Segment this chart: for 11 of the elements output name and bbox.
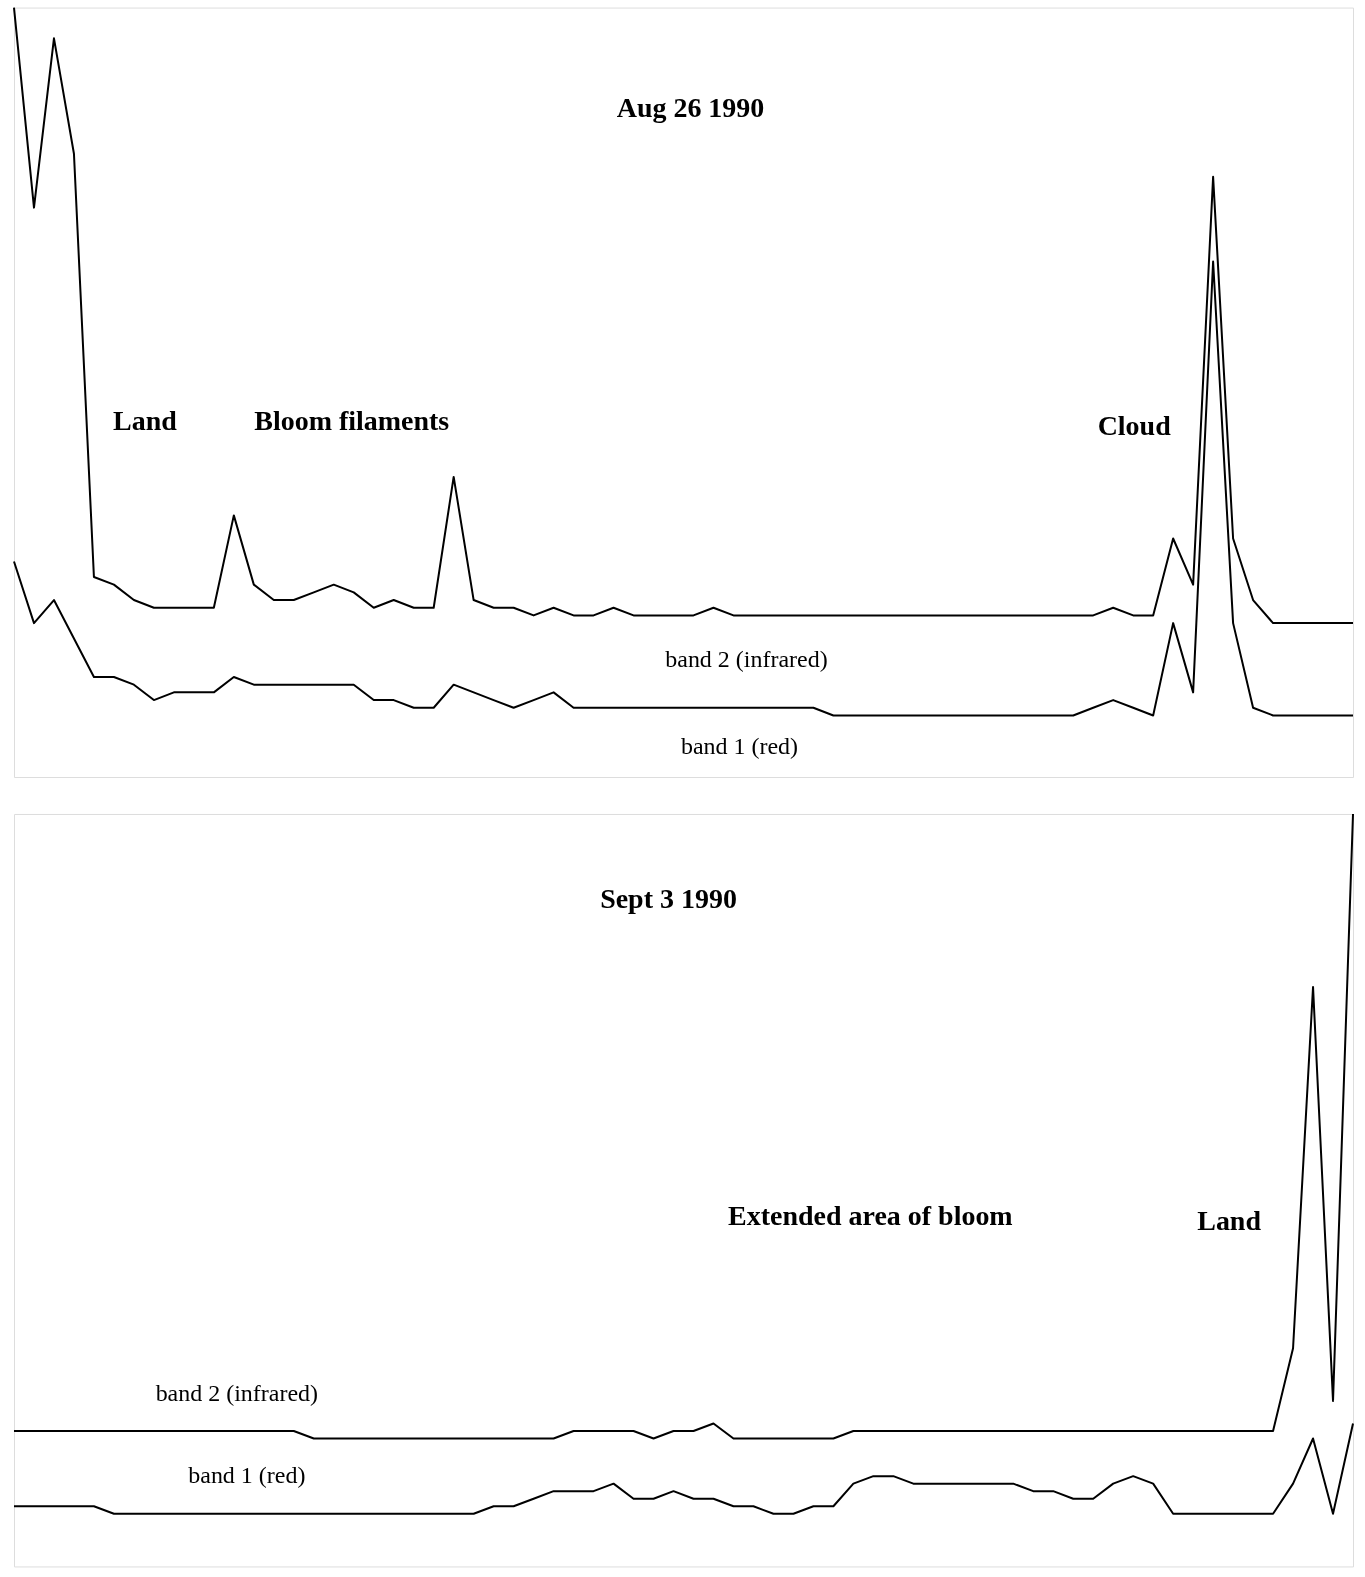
series-label: band 2 (infrared)	[155, 1379, 319, 1406]
series-label: band 1 (red)	[680, 733, 799, 760]
annotation: Bloom filaments	[254, 405, 450, 437]
annotation: Land	[1197, 1204, 1262, 1236]
annotation: Land	[113, 405, 178, 437]
text: Aug 26 1990	[616, 92, 765, 124]
series-label: band 2 (infrared)	[665, 646, 828, 673]
annotation: Extended area of bloom	[728, 1199, 1013, 1231]
series-label: band 1 (red)	[188, 1462, 306, 1489]
annotation: Cloud	[1097, 410, 1172, 442]
text: Sept 3 1990	[600, 882, 737, 914]
